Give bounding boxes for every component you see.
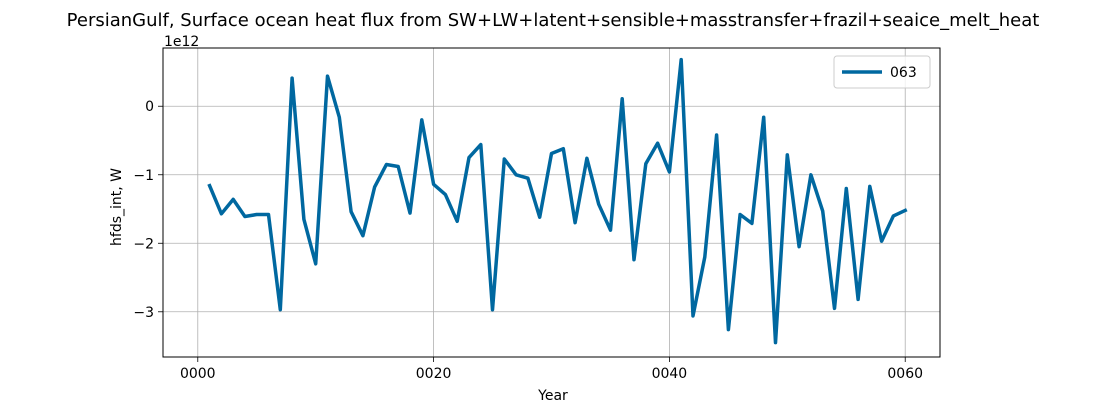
plot-frame xyxy=(162,47,941,358)
y-tick-label: −1 xyxy=(133,168,154,184)
y-tick-label: 0 xyxy=(145,99,154,115)
x-tick-label: 0060 xyxy=(887,366,923,382)
x-axis: 0000 0020 0040 0060 xyxy=(180,357,923,382)
y-tick-label: −3 xyxy=(133,305,154,321)
x-tick-label: 0020 xyxy=(416,366,452,382)
x-axis-label: Year xyxy=(537,388,568,404)
x-tick-label: 0040 xyxy=(652,366,688,382)
y-axis: −3 −2 −1 0 xyxy=(133,99,163,321)
y-axis-label: hfds_int, W xyxy=(109,168,125,246)
legend: 063 xyxy=(833,55,931,89)
x-tick-label: 0000 xyxy=(180,366,216,382)
y-tick-label: −2 xyxy=(133,236,154,252)
y-offset-text: 1e12 xyxy=(164,34,199,50)
series-line xyxy=(207,57,908,345)
series-layer xyxy=(207,57,908,345)
chart-title: PersianGulf, Surface ocean heat flux fro… xyxy=(67,10,1040,31)
legend-label: 063 xyxy=(890,65,917,81)
